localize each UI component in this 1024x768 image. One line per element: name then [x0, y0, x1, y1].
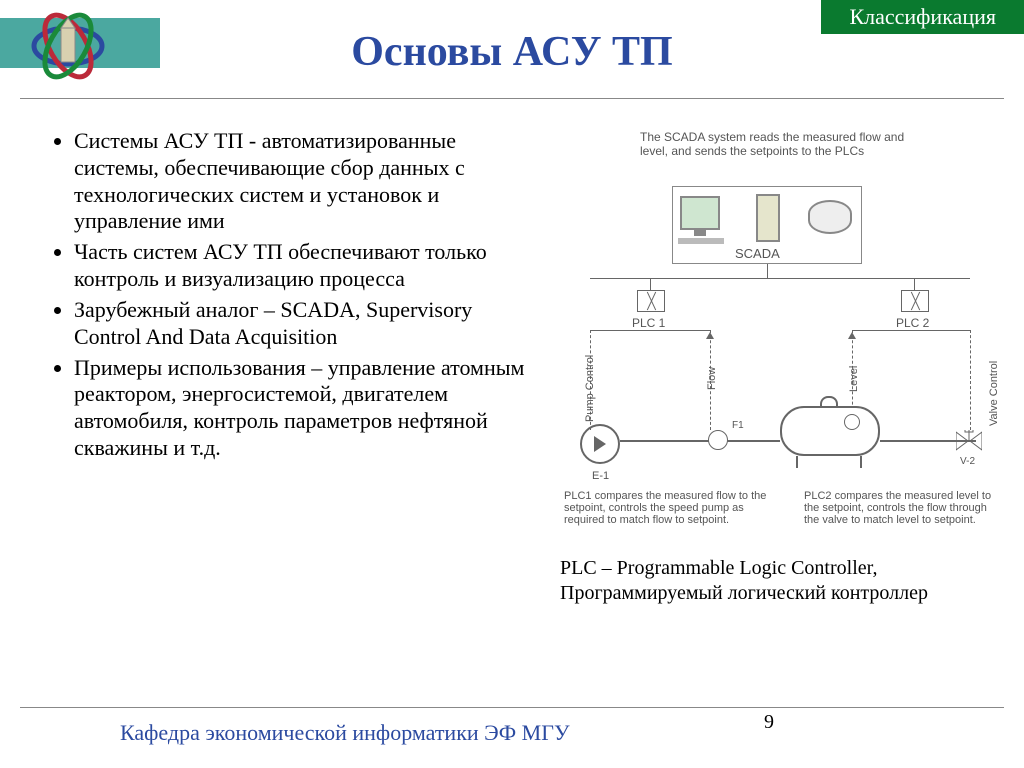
plc-footnote: PLC – Programmable Logic Controller, Про… [560, 556, 990, 606]
plc1-node [637, 290, 665, 312]
plc1-caption: PLC1 compares the measured flow to the s… [564, 490, 772, 526]
arrow-up-icon [848, 332, 856, 339]
signal-flow: Flow [706, 367, 718, 390]
valve-icon [956, 430, 982, 452]
tank-inlet [820, 396, 838, 408]
divider-bottom [20, 707, 1004, 708]
valve-label: V-2 [960, 456, 975, 467]
edge [650, 278, 651, 290]
database-icon [808, 200, 852, 234]
pump-label: E-1 [592, 470, 609, 482]
monitor-stand [694, 230, 706, 236]
signal-level: Level [848, 366, 860, 392]
scada-diagram: The SCADA system reads the measured flow… [560, 130, 1000, 550]
pump-direction-icon [594, 436, 606, 452]
footer-text: Кафедра экономической информатики ЭФ МГУ [120, 720, 570, 746]
plc1-label: PLC 1 [632, 316, 665, 330]
level-sensor-icon [844, 414, 860, 430]
list-item: Зарубежный аналог – SCADA, Supervisory C… [74, 297, 532, 351]
plc2-node [901, 290, 929, 312]
bullet-list: Системы АСУ ТП - автоматизированные сист… [52, 128, 532, 466]
monitor-icon [680, 196, 720, 230]
tank-leg [860, 456, 862, 468]
edge [970, 330, 971, 430]
diagram-top-caption: The SCADA system reads the measured flow… [640, 130, 920, 158]
pipe [620, 440, 780, 442]
plc2-caption: PLC2 compares the measured level to the … [804, 490, 1000, 526]
edge [852, 330, 970, 331]
arrow-up-icon [706, 332, 714, 339]
slide-title: Основы АСУ ТП [0, 28, 1024, 76]
network-bus [590, 278, 970, 279]
flow-sensor-label: F1 [732, 420, 744, 431]
tank-icon [780, 406, 880, 456]
signal-pump-control: Pump Control [584, 355, 596, 422]
page-number: 9 [764, 711, 774, 734]
edge [590, 330, 710, 331]
pc-tower-icon [756, 194, 780, 242]
keyboard-icon [678, 238, 724, 244]
list-item: Часть систем АСУ ТП обеспечивают только … [74, 239, 532, 293]
signal-valve-control: Valve Control [988, 361, 1000, 426]
list-item: Примеры использования – управление атомн… [74, 355, 532, 462]
list-item: Системы АСУ ТП - автоматизированные сист… [74, 128, 532, 235]
tank-leg [796, 456, 798, 468]
flow-sensor-icon [708, 430, 728, 450]
scada-label: SCADA [735, 246, 780, 261]
edge [914, 278, 915, 290]
divider-top [20, 98, 1004, 99]
plc2-label: PLC 2 [896, 316, 929, 330]
edge [767, 264, 768, 278]
